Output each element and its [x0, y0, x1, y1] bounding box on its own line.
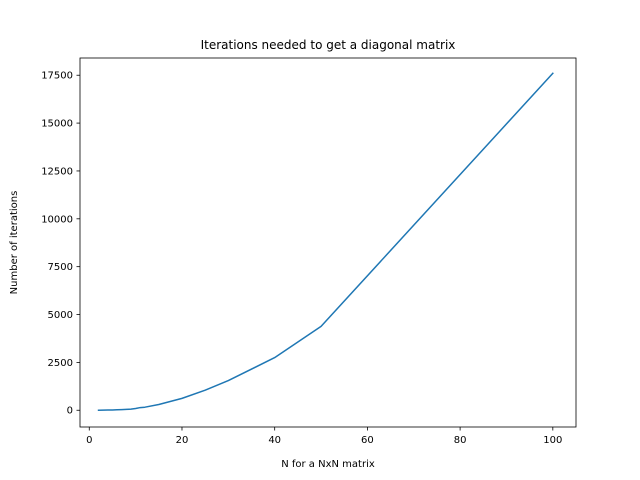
y-tick-label: 5000 [48, 310, 73, 321]
x-tick-label: 80 [454, 435, 467, 446]
y-tick-label: 15000 [41, 119, 73, 130]
x-tick-label: 100 [543, 435, 562, 446]
y-tick-label: 10000 [41, 214, 73, 225]
chart-title: Iterations needed to get a diagonal matr… [201, 38, 456, 52]
x-tick-label: 20 [176, 435, 189, 446]
x-tick-label: 60 [361, 435, 374, 446]
y-tick-label: 0 [67, 406, 73, 417]
y-axis: 0 2500 5000 7500 10000 12500 15000 17500 [41, 71, 80, 417]
plot-area [97, 72, 554, 411]
y-axis-label: Number of iterations [9, 191, 20, 295]
series-line-0 [97, 72, 554, 411]
x-tick-label: 40 [268, 435, 281, 446]
y-tick-label: 17500 [41, 71, 73, 82]
y-tick-label: 7500 [48, 262, 73, 273]
y-tick-label: 2500 [48, 358, 73, 369]
x-tick-label: 0 [86, 435, 92, 446]
x-axis: 0 20 40 60 80 100 [86, 427, 562, 446]
x-axis-label: N for a NxN matrix [281, 459, 375, 470]
axes-frame [79, 57, 577, 428]
y-tick-label: 12500 [41, 166, 73, 177]
